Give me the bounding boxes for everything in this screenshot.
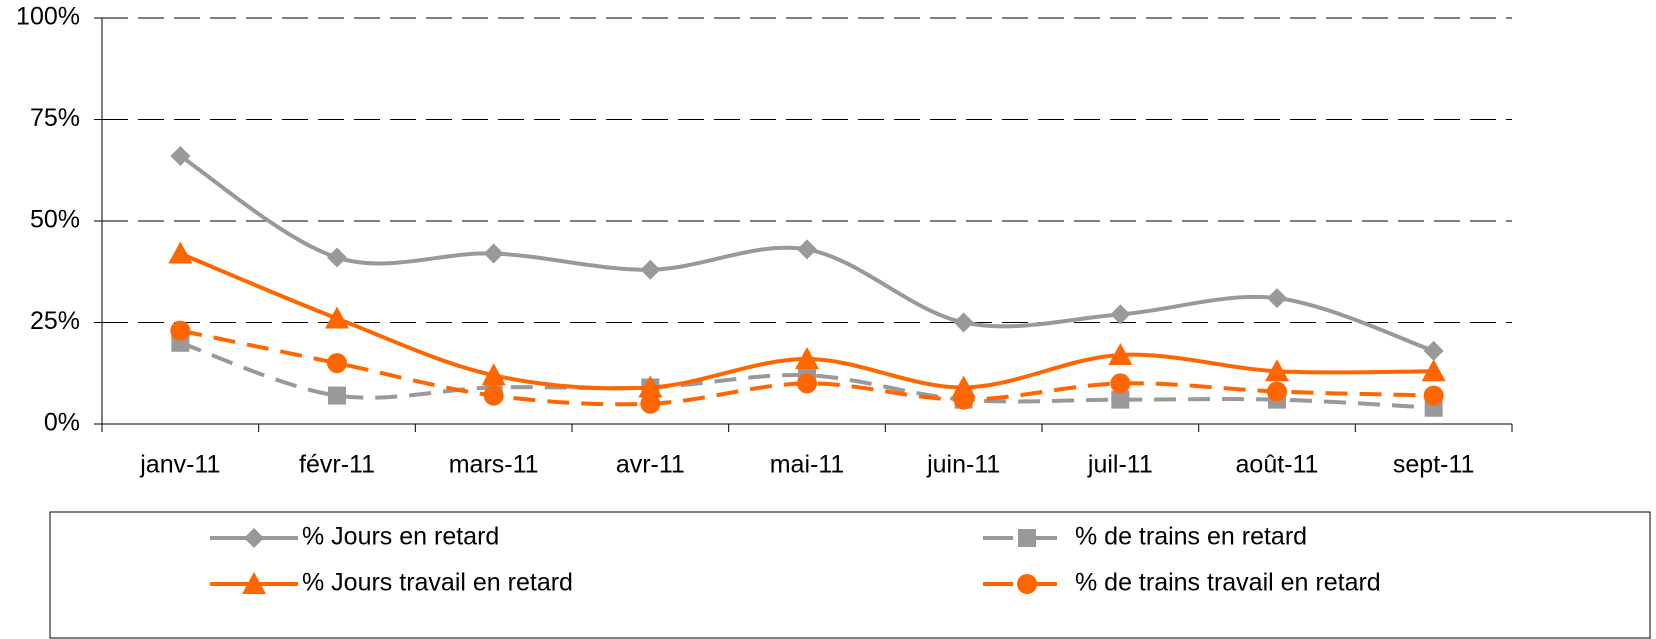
marker [795,347,819,370]
legend-box [49,511,1651,639]
x-tick-label: janv-11 [139,451,220,479]
x-tick-label: août-11 [1236,451,1319,479]
y-tick-label: 100% [16,3,80,31]
x-tick-label: juil-11 [1087,451,1153,479]
marker [953,312,974,333]
marker [1111,390,1130,409]
marker [242,572,266,594]
legend-label: % de trains travail en retard [1075,569,1381,597]
marker [1110,304,1131,325]
marker [327,247,347,268]
legend-label: % Jours travail en retard [302,569,573,597]
x-tick-label: juin-11 [926,451,1000,479]
marker [797,373,817,394]
y-tick-label: 75% [30,104,80,132]
marker [640,393,661,414]
marker [328,386,346,405]
y-tick-label: 0% [44,409,80,437]
marker [1267,381,1287,402]
marker [1108,342,1133,365]
marker [1018,529,1036,547]
series-line [179,340,1434,410]
marker [1267,288,1287,309]
marker [1110,373,1131,394]
marker [1423,385,1444,406]
marker [797,239,817,260]
marker [638,375,663,398]
marker [325,306,349,329]
x-tick-label: mai-11 [770,451,845,479]
legend-label: % Jours en retard [302,523,499,551]
marker [1421,359,1446,382]
marker [483,385,504,406]
y-tick-label: 50% [30,206,80,234]
marker [1265,359,1289,382]
marker [953,389,974,410]
x-tick-label: mars-11 [449,451,539,479]
x-tick-label: févr-11 [299,451,375,479]
marker [244,528,264,548]
y-tick-label: 25% [30,307,80,335]
marker [1017,574,1037,594]
marker [170,146,191,167]
marker [170,320,191,341]
marker [640,259,661,280]
marker [1423,340,1444,361]
marker [168,241,193,264]
x-tick-label: sept-11 [1393,451,1475,479]
series-line [179,328,1434,407]
marker [481,363,506,386]
marker [483,243,504,264]
x-tick-label: avr-11 [616,451,685,479]
marker [327,353,347,374]
legend-label: % de trains en retard [1075,523,1307,551]
